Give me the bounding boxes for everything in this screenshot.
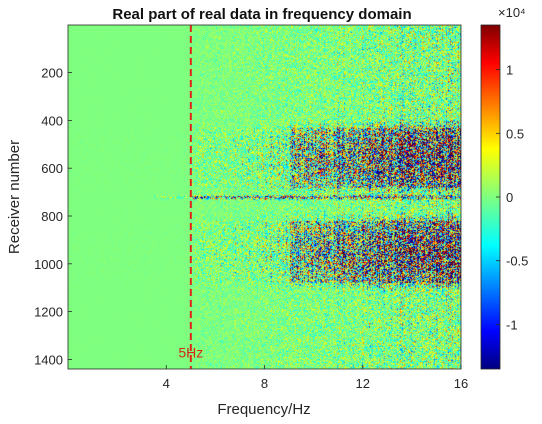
plot-area: 5Hz [67,24,462,370]
y-axis-ticks: 200 400 600 800 1000 1200 1400 [34,66,72,367]
y-tick-label: 800 [41,209,63,224]
colorbar-tick-label: 0 [506,190,513,205]
x-tick-label: 16 [454,376,468,391]
y-tick-label: 600 [41,161,63,176]
colorbar-exponent-label: ×10⁴ [498,5,526,20]
y-tick-label: 1200 [34,305,63,320]
y-tick-label: 200 [41,66,63,81]
x-axis-label: Frequency/Hz [217,401,310,418]
y-tick-label: 1000 [34,257,63,272]
colorbar-tick-label: 1 [506,63,513,78]
colorbar-tick-label: -1 [506,317,518,332]
heatmap-image [68,25,461,369]
x-axis-ticks: 4 8 12 16 [163,365,468,391]
colorbar-ticks: -1 -0.5 0 0.5 1 [496,63,528,332]
x-tick-label: 12 [356,376,370,391]
x-tick-label: 4 [163,376,170,391]
chart-title: Real part of real data in frequency doma… [112,6,411,23]
y-axis-label: Receiver number [6,140,23,254]
annotation-5hz-label: 5Hz [178,344,203,360]
colorbar-tick-label: 0.5 [506,126,524,141]
y-tick-label: 1400 [34,352,63,367]
colorbar-tick-label: -0.5 [506,254,528,269]
x-tick-label: 8 [261,376,268,391]
colorbar: ×10⁴ -1 -0.5 0 0.5 1 [480,5,528,370]
y-tick-label: 400 [41,113,63,128]
